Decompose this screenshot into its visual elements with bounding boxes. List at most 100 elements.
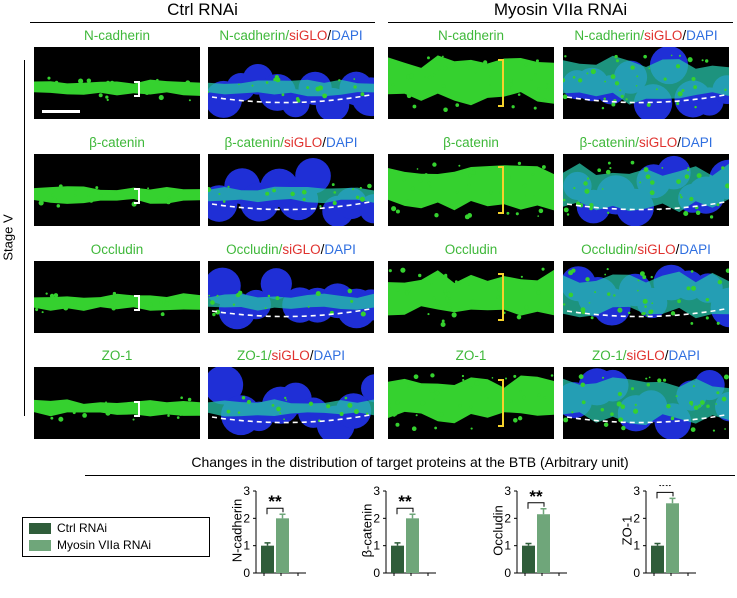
signal-speck <box>643 54 647 59</box>
signal-speck <box>670 416 675 421</box>
merged-label-part: ZO-1/ <box>236 348 272 363</box>
signal-speck <box>516 314 522 320</box>
signal-speck <box>616 401 622 407</box>
y-tick-label: 3 <box>373 485 380 498</box>
signal-speck <box>617 307 623 313</box>
y-tick-label: 3 <box>243 485 250 498</box>
signal-speck <box>68 405 73 409</box>
signal-speck <box>237 411 241 414</box>
signal-speck <box>208 91 210 93</box>
signal-speck <box>716 203 720 207</box>
signal-speck <box>683 210 689 217</box>
nucleus-blob <box>260 268 292 300</box>
signal-speck <box>215 309 221 315</box>
signal-speck <box>627 311 631 315</box>
junction-signal <box>388 165 554 211</box>
panel-label-merged: β-catenin/siGLO/DAPI <box>208 135 374 150</box>
signal-speck <box>400 267 406 273</box>
signal-speck <box>563 207 569 213</box>
signal-speck <box>620 94 624 99</box>
signal-speck <box>265 81 269 84</box>
error-bar <box>279 513 286 519</box>
signal-speck <box>388 406 392 411</box>
signal-speck <box>724 88 727 92</box>
signal-speck <box>578 374 584 380</box>
panel-label-single: N-cadherin <box>437 28 505 43</box>
ctrl-header-underline <box>30 22 375 23</box>
signal-speck <box>164 301 170 307</box>
stage-label: Stage V <box>0 214 16 261</box>
signal-speck <box>691 285 696 291</box>
signal-speck <box>360 311 366 317</box>
signal-speck <box>156 78 159 82</box>
signal-speck <box>487 397 489 399</box>
junction-signal <box>208 293 374 311</box>
signal-speck <box>448 306 452 310</box>
signal-speck <box>156 198 160 203</box>
signal-speck <box>489 84 491 87</box>
signal-speck <box>537 215 540 217</box>
junction-signal <box>388 269 554 316</box>
error-bar <box>654 542 661 546</box>
signal-speck <box>432 296 436 301</box>
signal-speck <box>469 405 473 409</box>
merged-label-part: DAPI <box>686 28 718 43</box>
signal-speck <box>82 413 87 418</box>
signal-speck <box>86 85 90 90</box>
signal-speck <box>326 404 331 409</box>
signal-speck <box>691 76 696 82</box>
signal-speck <box>264 307 267 310</box>
signal-speck <box>424 173 428 177</box>
signal-speck <box>506 211 510 215</box>
legend: Ctrl RNAi Myosin VIIa RNAi <box>22 517 210 557</box>
bar-chart: Occludin 0 1 2 3 ** <box>491 485 583 590</box>
signal-speck <box>655 88 658 91</box>
panel-label-single: ZO-1 <box>101 348 133 363</box>
signal-speck <box>347 288 353 294</box>
signal-speck <box>353 78 356 80</box>
signal-speck <box>499 191 502 194</box>
signal-speck <box>105 410 111 416</box>
signal-speck <box>546 87 550 91</box>
signal-speck <box>670 54 673 57</box>
signal-speck <box>533 194 536 198</box>
signal-speck <box>577 78 583 83</box>
signal-speck <box>105 401 107 404</box>
signal-speck <box>520 275 523 278</box>
y-tick-label: 0 <box>373 566 380 580</box>
signal-speck <box>427 313 430 316</box>
signal-speck <box>165 297 170 302</box>
signal-speck <box>519 390 522 393</box>
bar-chart: N-cadherin 0 1 2 3 ** <box>230 485 322 590</box>
signal-speck <box>537 393 541 397</box>
error-bar <box>394 542 401 546</box>
signal-speck <box>601 376 605 379</box>
signal-speck <box>425 95 428 98</box>
signal-speck <box>394 400 400 405</box>
signal-speck <box>405 291 409 296</box>
signal-speck <box>322 93 328 99</box>
signal-speck <box>709 215 714 219</box>
signal-speck <box>522 395 526 400</box>
signal-speck <box>339 412 344 417</box>
signal-speck <box>424 75 426 78</box>
signal-speck <box>47 76 51 80</box>
signal-speck <box>467 183 471 187</box>
signal-speck <box>74 188 77 191</box>
signal-speck <box>406 93 412 99</box>
green-micrograph <box>388 47 554 119</box>
merged-label-part: siGLO <box>289 28 328 43</box>
signal-speck <box>589 202 594 208</box>
signal-speck <box>395 209 400 214</box>
signal-speck <box>353 409 359 415</box>
signal-speck <box>663 77 667 81</box>
signal-speck <box>474 71 477 74</box>
signal-speck <box>496 295 501 300</box>
signal-speck <box>87 195 90 198</box>
signal-speck <box>581 310 586 315</box>
y-tick-label: 1 <box>633 539 640 553</box>
panel-label-merged: β-catenin/siGLO/DAPI <box>563 135 729 150</box>
signal-speck <box>607 292 611 296</box>
signal-speck <box>505 174 511 180</box>
signal-speck <box>111 306 116 311</box>
